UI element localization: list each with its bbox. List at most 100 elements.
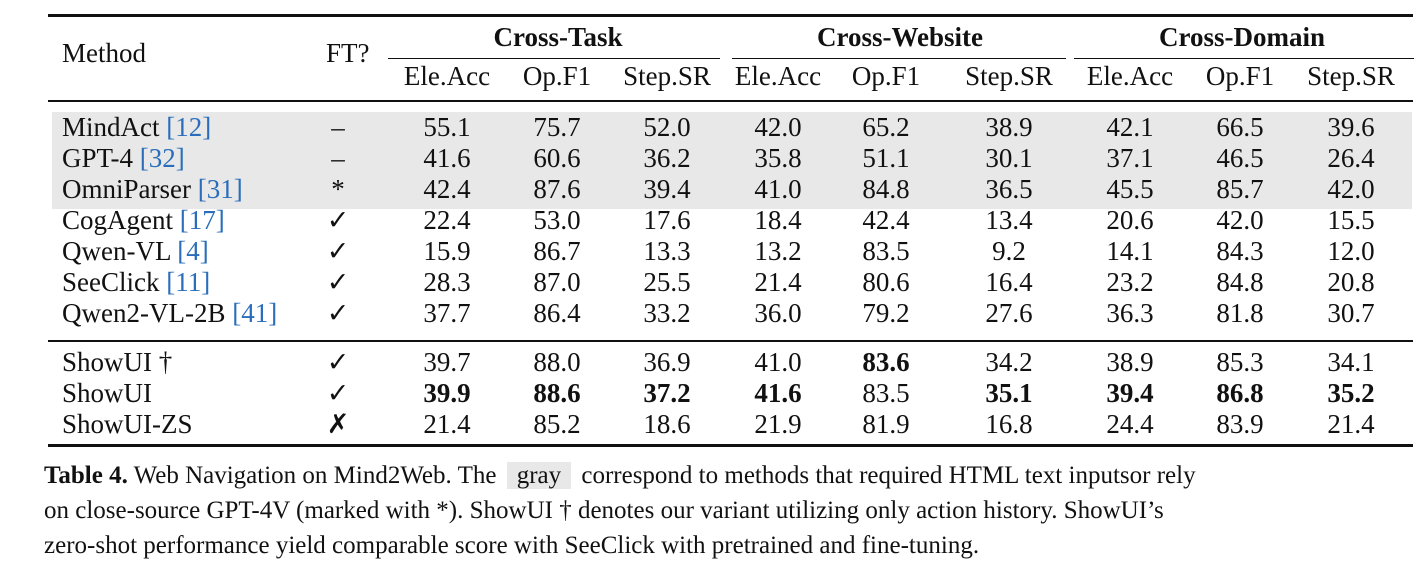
method-label: ShowUI: [62, 378, 153, 408]
table-cell: 42.1: [1106, 112, 1154, 142]
table-cell: 39.4: [643, 174, 691, 204]
metric-header: Ele.Acc: [1086, 61, 1174, 91]
ft-header: FT?: [326, 38, 370, 68]
table-cell: 34.2: [985, 347, 1033, 377]
metric-header: Step.SR: [965, 61, 1053, 91]
table-cell: 65.2: [862, 112, 910, 142]
caption-line: zero-shot performance yield comparable s…: [44, 532, 980, 559]
table-row: MindAct [12] – 55.1 75.7 52.0 42.0 65.2 38.9 42.…: [0, 112, 1426, 143]
table-cell: 17.6: [643, 205, 691, 235]
table-row: ShowUI † ✓ 39.7 88.0 36.9 41.0 83.6 34.2 38.9 85.…: [0, 347, 1426, 378]
table-cell: 13.2: [754, 236, 802, 266]
table-cell: 79.2: [862, 298, 910, 328]
table-cell: 80.6: [862, 267, 910, 297]
table-cell: 36.3: [1106, 298, 1154, 328]
table-cell: 21.9: [754, 409, 802, 439]
table-cell: 21.4: [754, 267, 802, 297]
table-cell: 42.0: [1327, 174, 1375, 204]
table-cell: 42.4: [423, 174, 471, 204]
table-cell: 22.4: [423, 205, 471, 235]
table-cell: 66.5: [1216, 112, 1264, 142]
table-cell: 12.0: [1327, 236, 1375, 266]
table-cell: 36.9: [643, 347, 691, 377]
table-cell: 85.7: [1216, 174, 1264, 204]
metric-header: Op.F1: [522, 61, 592, 91]
caption-line: on close-source GPT-4V (marked with *). …: [44, 497, 1164, 524]
table-cell: 26.4: [1327, 143, 1375, 173]
table-cell: 85.3: [1216, 347, 1264, 377]
gray-swatch-word: gray: [506, 462, 572, 489]
caption-text: Web Navigation on Mind2Web. The: [127, 462, 503, 489]
table-cell: 86.4: [533, 298, 581, 328]
table-cell: 83.5: [862, 236, 910, 266]
table-cell: 39.9: [423, 378, 471, 408]
table-cell: 87.6: [533, 174, 581, 204]
table-cell: 42.0: [754, 112, 802, 142]
table-cell: 13.3: [643, 236, 691, 266]
table-cell: 35.2: [1327, 378, 1375, 408]
method-label: Qwen2-VL-2B: [62, 298, 233, 328]
method-name: ShowUI †: [62, 347, 172, 378]
table-cell: 41.6: [423, 143, 471, 173]
citation-link[interactable]: [4]: [177, 236, 209, 266]
ft-mark: –: [331, 112, 345, 142]
citation-link[interactable]: [31]: [197, 174, 243, 204]
table-cell: 41.0: [754, 174, 802, 204]
table-row: Qwen2-VL-2B [41] ✓ 37.7 86.4 33.2 36.0 79.2 27.…: [0, 298, 1426, 329]
group-underline: [732, 58, 1066, 59]
table-cell: 14.1: [1106, 236, 1154, 266]
table-cell: 21.4: [1327, 409, 1375, 439]
table-cell: 41.0: [754, 347, 802, 377]
table-cell: 36.5: [985, 174, 1033, 204]
metric-header: Step.SR: [623, 61, 711, 91]
table-cell: 75.7: [533, 112, 581, 142]
table-cell: 51.1: [862, 143, 910, 173]
metric-header: Op.F1: [851, 61, 921, 91]
method-name: ShowUI: [62, 378, 152, 409]
table-row: CogAgent [17] ✓ 22.4 53.0 17.6 18.4 42.4 13.4 20…: [0, 205, 1426, 236]
table-cell: 35.8: [754, 143, 802, 173]
table-cell: 9.2: [992, 236, 1026, 266]
table-cell: 21.4: [423, 409, 471, 439]
ft-mark: ✓: [326, 236, 350, 266]
table-cell: 60.6: [533, 143, 581, 173]
table-cell: 81.9: [862, 409, 910, 439]
citation-link[interactable]: [32]: [139, 143, 185, 173]
table-cell: 37.1: [1106, 143, 1154, 173]
method-name: Qwen2-VL-2B [41]: [62, 298, 277, 329]
group-underline: [1074, 58, 1414, 59]
table-cell: 28.3: [423, 267, 471, 297]
caption-label: Table 4.: [44, 462, 128, 489]
table-bottom-rule: [48, 444, 1413, 447]
gray-highlight: [52, 112, 1412, 209]
table-cell: 83.6: [862, 347, 910, 377]
table-cell: 83.9: [1216, 409, 1264, 439]
table-caption: Table 4. Web Navigation on Mind2Web. The…: [44, 458, 1422, 563]
method-name: GPT-4 [32]: [62, 143, 185, 174]
table-cell: 25.5: [643, 267, 691, 297]
citation-link[interactable]: [12]: [166, 112, 212, 142]
table-cell: 36.0: [754, 298, 802, 328]
table-row: ShowUI ✓ 39.9 88.6 37.2 41.6 83.5 35.1 39.4 86.8 3…: [0, 378, 1426, 409]
ft-mark: ✓: [326, 378, 350, 408]
citation-link[interactable]: [17]: [179, 205, 225, 235]
method-header: Method: [62, 38, 146, 68]
method-label: SeeClick: [62, 267, 167, 297]
table-cell: 30.1: [985, 143, 1033, 173]
table-cell: 87.0: [533, 267, 581, 297]
method-name: OmniParser [31]: [62, 174, 243, 205]
method-label: CogAgent: [62, 205, 180, 235]
citation-link[interactable]: [41]: [232, 298, 278, 328]
table-cell: 84.3: [1216, 236, 1264, 266]
table-cell: 39.7: [423, 347, 471, 377]
table-cell: 45.5: [1106, 174, 1154, 204]
method-name: SeeClick [11]: [62, 267, 210, 298]
citation-link[interactable]: [11]: [166, 267, 211, 297]
metric-header: Op.F1: [1205, 61, 1275, 91]
table-cell: 55.1: [423, 112, 471, 142]
ft-mark: *: [331, 174, 345, 204]
table-cell: 39.4: [1106, 378, 1154, 408]
table-row: GPT-4 [32] – 41.6 60.6 36.2 35.8 51.1 30.1 37.1 4…: [0, 143, 1426, 174]
group-cross-website: Cross-Website: [817, 22, 983, 52]
table-cell: 18.6: [643, 409, 691, 439]
